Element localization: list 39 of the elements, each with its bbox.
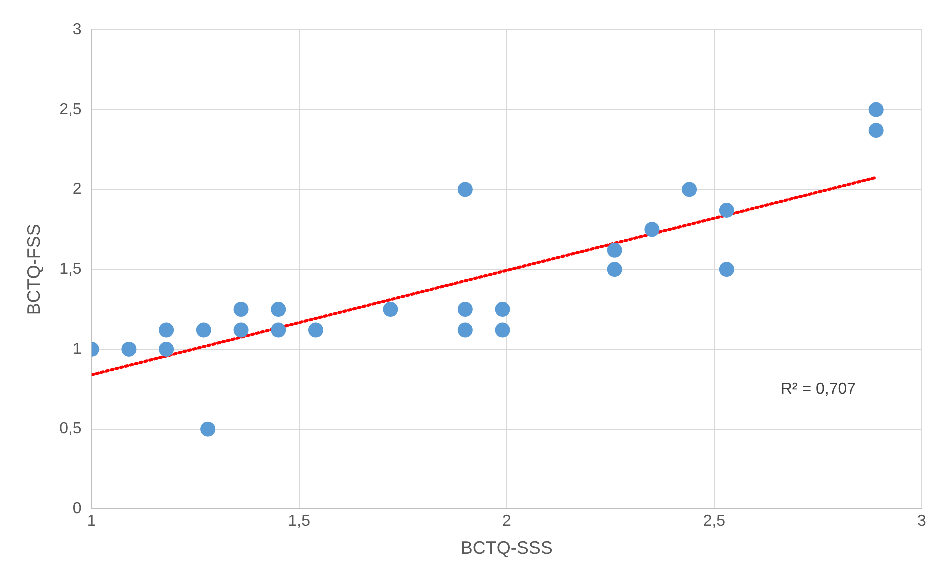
point bbox=[200, 422, 216, 437]
y-tick-label: 1 bbox=[72, 340, 82, 358]
point bbox=[868, 123, 884, 138]
point bbox=[458, 182, 473, 198]
x-tick-label: 1,5 bbox=[288, 513, 311, 530]
y-tick-label: 1,5 bbox=[60, 261, 82, 278]
point bbox=[234, 322, 249, 338]
point bbox=[719, 203, 734, 218]
point bbox=[682, 182, 698, 198]
x-tick-label: 2,5 bbox=[703, 513, 726, 530]
point bbox=[159, 342, 174, 357]
point bbox=[607, 262, 622, 278]
y-tick-label: 2,5 bbox=[60, 101, 82, 118]
point bbox=[495, 322, 510, 338]
point bbox=[719, 262, 734, 278]
y-tick-label: 2 bbox=[72, 181, 82, 198]
x-axis-title: BCTQ-SSS bbox=[460, 538, 553, 558]
point bbox=[308, 322, 324, 338]
annotation: R² = 0,707 bbox=[780, 380, 856, 398]
y-axis-title: BCTQ-FSS bbox=[24, 224, 44, 316]
point bbox=[458, 322, 473, 338]
point bbox=[122, 342, 137, 357]
point bbox=[271, 302, 286, 318]
point bbox=[234, 302, 249, 318]
point bbox=[607, 242, 622, 258]
point bbox=[271, 322, 286, 338]
x-tick-label: 1 bbox=[87, 513, 96, 530]
point bbox=[159, 322, 174, 338]
point bbox=[196, 322, 212, 338]
y-tick-label: 0,5 bbox=[60, 420, 82, 438]
x-tick-label: 2 bbox=[502, 513, 512, 530]
point bbox=[868, 102, 884, 118]
point bbox=[383, 302, 398, 318]
point bbox=[458, 302, 473, 318]
point bbox=[644, 222, 660, 238]
y-tick-label: 0 bbox=[72, 500, 82, 518]
x-tick-label: 3 bbox=[918, 513, 927, 530]
point bbox=[495, 302, 510, 318]
y-tick-label: 3 bbox=[72, 21, 82, 38]
